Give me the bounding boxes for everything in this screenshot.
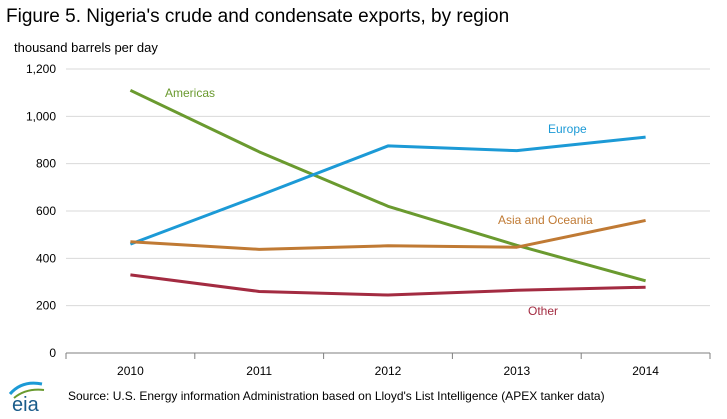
series-lines <box>129 88 646 297</box>
y-tick-label: 200 <box>36 299 56 313</box>
series-line <box>129 135 646 246</box>
eia-logo-icon: eia <box>8 381 45 416</box>
y-axis-tick-labels: 0 200 400 600 800 1,000 1,200 <box>26 62 56 360</box>
y-axis-unit-label: thousand barrels per day <box>14 40 158 55</box>
y-tick-label: 800 <box>36 157 56 171</box>
x-tick-label: 2013 <box>503 364 530 378</box>
y-tick-label: 600 <box>36 204 56 218</box>
x-tick-label: 2014 <box>632 364 659 378</box>
series-labels: Americas Europe Asia and Oceania Other <box>165 86 593 318</box>
grid-lines <box>66 68 710 307</box>
y-tick-label: 400 <box>36 251 56 265</box>
chart-title: Figure 5. Nigeria's crude and condensate… <box>6 6 510 27</box>
series-line <box>130 273 646 297</box>
x-axis <box>65 352 711 359</box>
x-tick-label: 2010 <box>117 364 144 378</box>
y-tick-label: 0 <box>49 346 56 360</box>
y-tick-label: 1,000 <box>26 109 56 123</box>
x-tick-label: 2011 <box>246 364 272 378</box>
series-label: Other <box>528 304 558 318</box>
series-label: Asia and Oceania <box>498 213 593 227</box>
series-line <box>129 88 646 283</box>
x-tick-label: 2012 <box>375 364 402 378</box>
eia-logo: eia <box>6 378 58 416</box>
series-label: Americas <box>165 86 215 100</box>
logo-text: eia <box>12 394 40 414</box>
series-label: Europe <box>548 122 587 136</box>
x-axis-tick-labels: 2010 2011 2012 2013 2014 <box>117 364 659 378</box>
y-tick-label: 1,200 <box>26 62 56 76</box>
source-note: Source: U.S. Energy information Administ… <box>68 389 605 403</box>
series-line <box>130 218 646 251</box>
